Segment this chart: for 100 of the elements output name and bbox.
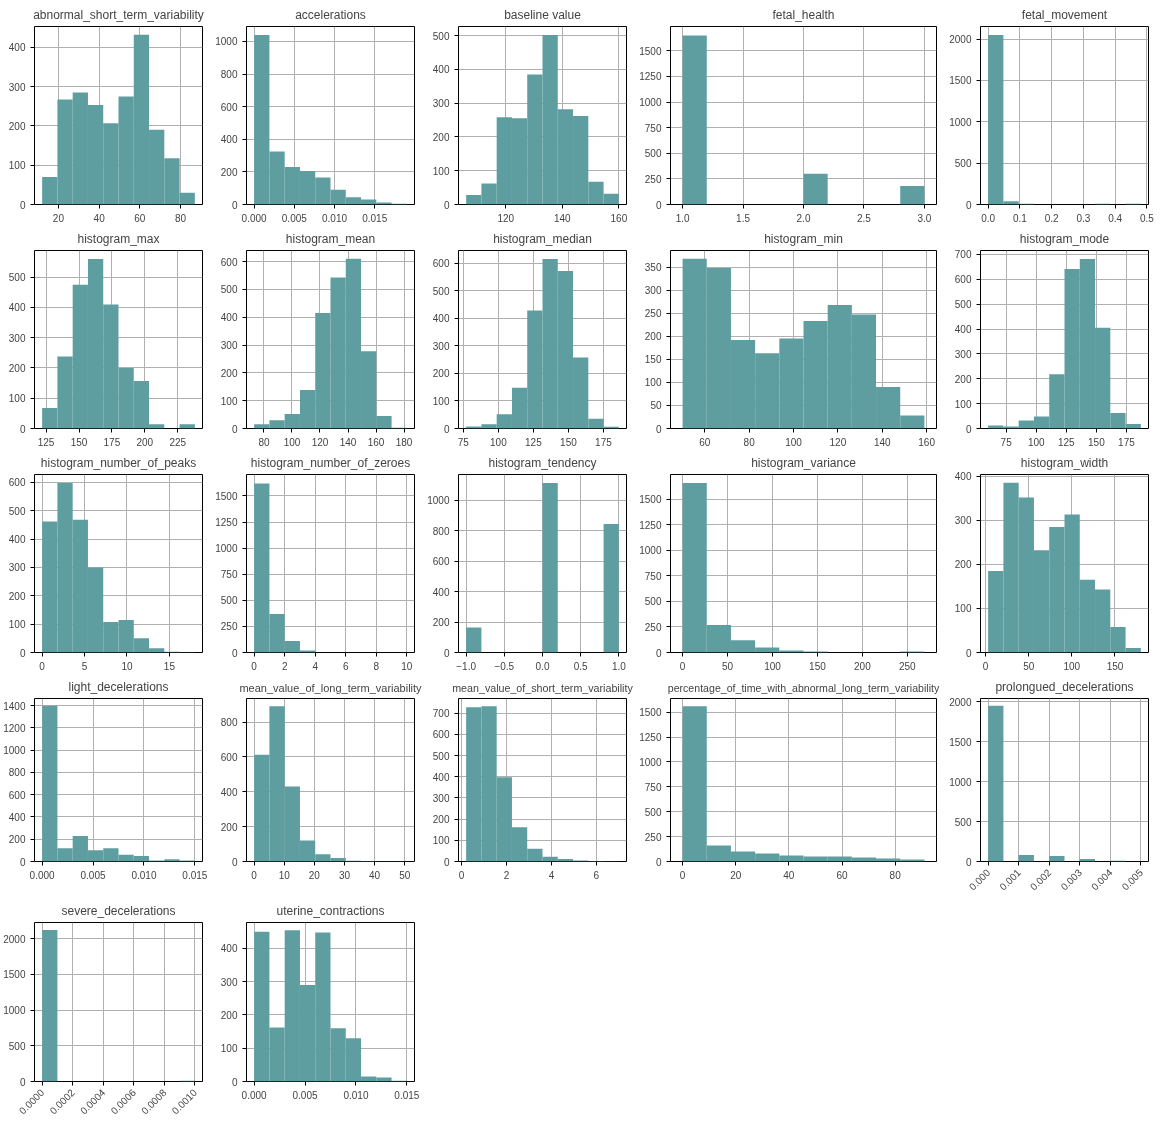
- x-tick-label: 175: [1118, 436, 1136, 448]
- y-tick-label: 0: [231, 647, 238, 659]
- x-tick-label: 50: [1023, 660, 1035, 672]
- x-tick-label: −1.0: [456, 660, 477, 672]
- y-tick-label: 50: [650, 400, 662, 412]
- x-tick-label: 0.015: [394, 1089, 420, 1101]
- y-tick-label: 400: [432, 313, 450, 325]
- x-tick-label: 10: [401, 660, 413, 672]
- x-tick-label: 40: [369, 869, 381, 881]
- y-tick-label: 300: [954, 348, 972, 360]
- x-tick-label: 0.005: [80, 869, 106, 881]
- y-tick-label: 800: [220, 717, 238, 729]
- y-tick-label: 200: [8, 120, 26, 132]
- y-tick-label: 200: [644, 331, 662, 343]
- y-tick-label: 200: [8, 362, 26, 374]
- y-tick-label: 0: [231, 423, 238, 435]
- x-tick-label: 4: [312, 660, 319, 672]
- y-tick-label: 200: [954, 559, 972, 571]
- x-tick-label: 10: [278, 869, 291, 881]
- x-tick-label: 100: [764, 660, 782, 672]
- x-tick-label: 160: [367, 436, 385, 448]
- chart-title: mean_value_of_long_term_variability: [239, 681, 423, 694]
- y-tick-label: 750: [644, 122, 662, 134]
- x-tick-label: 60: [699, 436, 711, 448]
- y-tick-label: 1500: [639, 45, 662, 57]
- x-tick-label: 80: [258, 436, 270, 448]
- y-tick-label: 0: [655, 423, 662, 435]
- chart-title: light_decelerations: [68, 679, 169, 694]
- y-tick-label: 1500: [3, 969, 26, 981]
- y-tick-label: 500: [8, 272, 26, 284]
- y-tick-label: 1000: [639, 97, 662, 109]
- chart-title: histogram_number_of_zeroes: [250, 455, 411, 470]
- y-tick-label: 500: [220, 284, 238, 296]
- x-tick-label: 0.000: [29, 869, 56, 881]
- y-tick-label: 1250: [215, 517, 238, 529]
- x-tick-label: 250: [898, 660, 917, 672]
- x-tick-label: 0.005: [281, 212, 308, 224]
- y-tick-label: 200: [954, 373, 972, 385]
- x-tick-label: 20: [730, 869, 742, 881]
- y-tick-label: 100: [220, 395, 238, 407]
- y-tick-label: 1000: [3, 1005, 26, 1017]
- y-tick-label: 100: [8, 160, 26, 172]
- y-tick-label: 500: [8, 1040, 26, 1052]
- y-tick-label: 1000: [215, 543, 238, 555]
- y-tick-label: 0: [19, 647, 26, 659]
- chart-title: accelerations: [295, 7, 366, 22]
- y-tick-label: 200: [220, 1009, 238, 1021]
- x-tick-label: 0.0: [535, 660, 550, 672]
- x-tick-label: 1.0: [611, 660, 627, 672]
- x-tick-label: 0: [458, 869, 465, 881]
- y-tick-label: 500: [954, 158, 972, 170]
- x-tick-label: 6: [342, 660, 349, 672]
- y-tick-label: 400: [8, 811, 26, 823]
- chart-title: fetal_movement: [1021, 7, 1108, 22]
- y-tick-label: 200: [432, 368, 450, 380]
- y-tick-label: 200: [220, 367, 238, 379]
- x-tick-label: 2.0: [796, 212, 811, 224]
- y-tick-label: 200: [8, 590, 26, 602]
- y-tick-label: 0: [231, 199, 238, 211]
- x-tick-label: 100: [1063, 660, 1081, 672]
- y-tick-label: 1000: [639, 545, 662, 557]
- y-tick-label: 800: [432, 525, 450, 537]
- x-tick-label: 15: [163, 660, 176, 672]
- y-tick-label: 200: [220, 166, 238, 178]
- y-tick-label: 200: [432, 131, 450, 143]
- y-tick-label: 300: [644, 285, 662, 297]
- chart-title: histogram_max: [77, 231, 160, 246]
- y-tick-label: 100: [220, 1043, 238, 1055]
- y-tick-label: 0: [655, 199, 662, 211]
- chart-title: histogram_width: [1020, 455, 1109, 470]
- y-tick-label: 1500: [639, 494, 662, 506]
- x-tick-label: 2: [503, 869, 510, 881]
- y-tick-label: 1000: [215, 36, 238, 48]
- x-tick-label: 120: [311, 436, 329, 448]
- y-tick-label: 400: [432, 64, 450, 76]
- x-tick-label: 150: [560, 436, 578, 448]
- x-tick-label: −0.5: [494, 660, 515, 672]
- y-tick-label: 300: [432, 98, 450, 110]
- x-tick-label: 150: [70, 436, 88, 448]
- x-tick-label: 50: [399, 869, 411, 881]
- x-tick-label: 160: [610, 212, 628, 224]
- x-tick-label: 50: [721, 660, 734, 672]
- y-tick-label: 0: [19, 856, 26, 868]
- x-tick-label: 4: [548, 869, 555, 881]
- y-tick-label: 600: [432, 556, 450, 568]
- x-tick-label: 0.0: [981, 212, 996, 224]
- y-tick-label: 1250: [639, 732, 662, 744]
- x-tick-label: 0: [251, 869, 258, 881]
- x-tick-label: 100: [785, 436, 803, 448]
- x-tick-label: 160: [918, 436, 936, 448]
- y-tick-label: 300: [432, 340, 450, 352]
- chart-title: fetal_health: [772, 7, 835, 22]
- y-tick-label: 100: [432, 165, 450, 177]
- x-tick-label: 20: [308, 869, 321, 881]
- x-tick-label: 30: [338, 869, 351, 881]
- x-tick-label: 120: [497, 212, 515, 224]
- y-tick-label: 250: [220, 621, 238, 633]
- y-tick-label: 800: [8, 767, 26, 779]
- x-tick-label: 140: [339, 436, 357, 448]
- y-tick-label: 400: [432, 771, 450, 783]
